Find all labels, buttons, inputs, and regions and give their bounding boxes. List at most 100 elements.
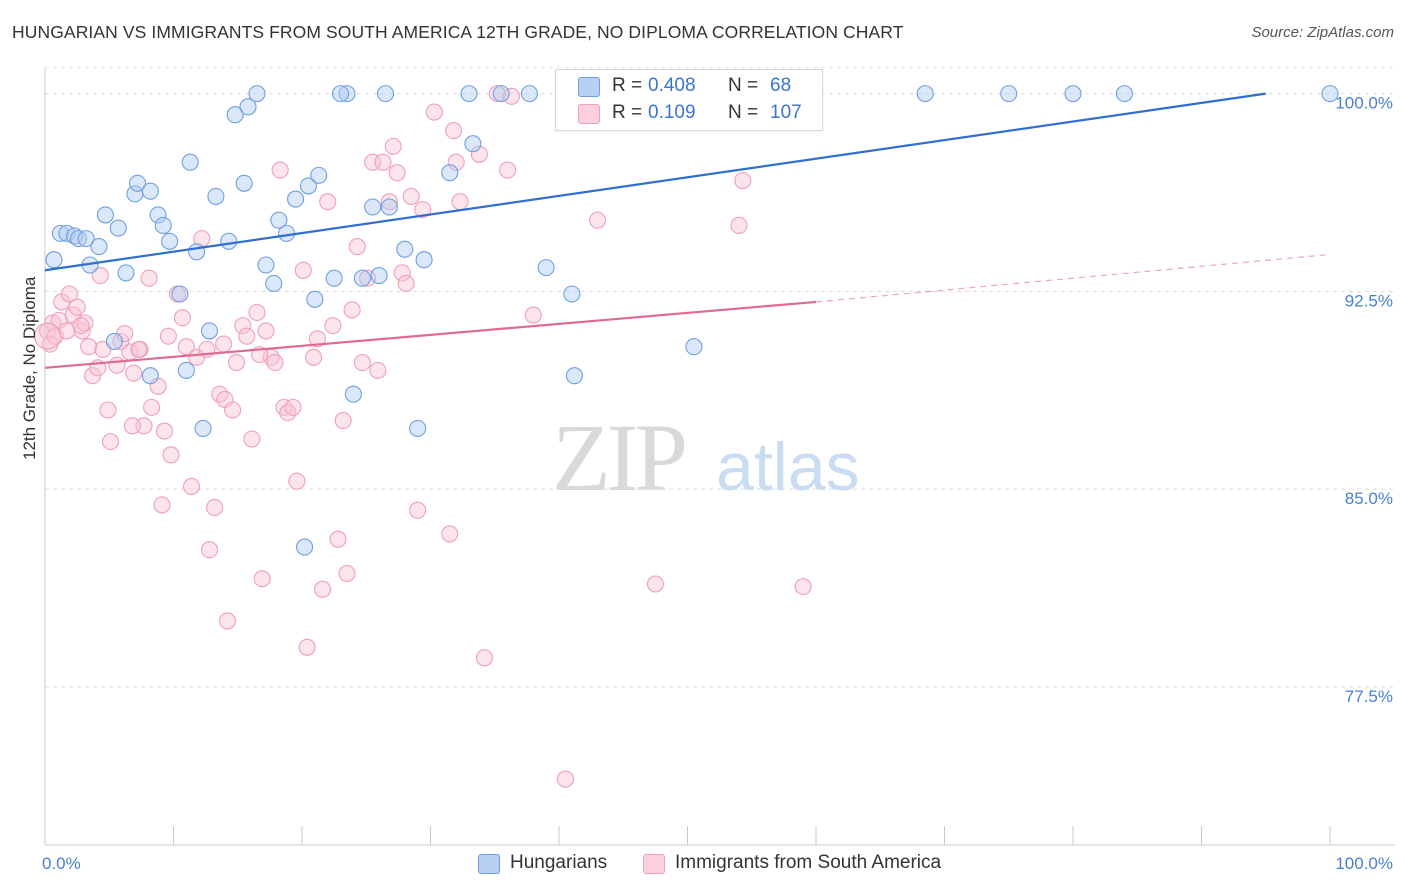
data-point-immigrants	[155, 422, 174, 440]
data-point-hungarians	[310, 166, 328, 184]
data-point-hungarians	[220, 232, 238, 250]
legend-swatch-pink	[578, 104, 600, 124]
watermark-zip: ZIP	[552, 404, 685, 511]
legend-label: Hungarians	[510, 852, 608, 873]
data-point-hungarians	[51, 224, 69, 242]
trend-line-immigrants	[44, 300, 817, 369]
data-point-immigrants	[101, 433, 120, 451]
data-point-immigrants	[730, 216, 748, 235]
watermark-atlas: atlas	[716, 429, 860, 505]
data-point-hungarians	[270, 211, 288, 229]
data-point-hungarians	[105, 332, 123, 351]
data-point-immigrants	[80, 338, 98, 356]
data-point-hungarians	[565, 367, 583, 385]
data-point-immigrants	[588, 211, 607, 229]
data-point-hungarians	[149, 206, 167, 224]
data-point-hungarians	[520, 85, 538, 103]
data-point-immigrants	[393, 264, 411, 282]
data-point-hungarians	[916, 85, 934, 103]
data-point-immigrants	[338, 564, 356, 583]
data-point-hungarians	[1064, 85, 1082, 103]
n-label: N =	[728, 102, 759, 123]
data-point-immigrants	[794, 578, 812, 596]
data-point-hungarians	[77, 230, 95, 248]
data-point-hungarians	[90, 237, 108, 256]
trend-line-immigrants-extension	[815, 253, 1331, 303]
data-point-immigrants	[388, 164, 406, 182]
chart-title: HUNGARIAN VS IMMIGRANTS FROM SOUTH AMERI…	[12, 22, 904, 42]
data-point-immigrants	[397, 274, 415, 293]
data-point-immigrants	[502, 87, 521, 105]
data-point-hungarians	[380, 198, 398, 216]
data-point-hungarians	[117, 264, 135, 282]
data-point-hungarians	[239, 98, 257, 116]
axes	[44, 68, 1395, 846]
n-value: 68	[770, 75, 792, 96]
data-point-immigrants	[294, 261, 312, 279]
data-point-immigrants	[91, 266, 109, 285]
data-point-immigrants	[68, 298, 86, 316]
data-point-hungarians	[415, 251, 433, 269]
watermark: ZIP atlas	[552, 404, 860, 511]
data-point-immigrants	[99, 401, 117, 419]
data-point-immigrants	[162, 446, 180, 464]
data-point-hungarians	[248, 85, 266, 103]
data-point-hungarians	[563, 285, 581, 303]
x-tick-labels: 0.0% 100.0%	[42, 854, 1393, 873]
data-point-immigrants	[380, 193, 398, 211]
data-point-hungarians	[161, 232, 179, 250]
x-tick-label: 100.0%	[1335, 854, 1393, 873]
data-point-immigrants	[72, 317, 90, 335]
legend-swatch-pink	[643, 854, 665, 874]
source-label: Source: ZipAtlas.com	[1251, 24, 1394, 41]
data-point-hungarians	[200, 322, 219, 340]
data-point-immigrants	[206, 498, 224, 517]
data-point-immigrants	[524, 306, 542, 324]
data-point-hungarians	[306, 290, 324, 308]
stats-legend: R = 0.408 N = 68 R = 0.109 N = 107	[555, 69, 823, 131]
data-point-hungarians	[207, 187, 225, 206]
data-point-immigrants	[488, 85, 506, 103]
data-point-hungarians	[492, 85, 510, 103]
y-axis-label: 12th Grade, No Diploma	[20, 276, 39, 460]
data-point-hungarians	[45, 251, 63, 269]
data-point-hungarians	[364, 198, 382, 216]
data-point-hungarians	[464, 135, 482, 153]
data-point-hungarians	[128, 174, 147, 192]
data-point-hungarians	[537, 259, 555, 277]
data-point-immigrants	[475, 649, 494, 667]
data-point-immigrants	[135, 417, 153, 435]
data-point-immigrants	[414, 201, 432, 219]
data-point-immigrants	[425, 103, 443, 121]
data-point-immigrants	[364, 153, 382, 171]
n-label: N =	[728, 75, 759, 96]
data-point-immigrants	[279, 404, 297, 422]
data-point-hungarians	[287, 190, 305, 208]
data-point-hungarians	[278, 224, 296, 242]
data-point-hungarians	[265, 274, 283, 293]
n-value: 107	[770, 102, 802, 123]
data-point-immigrants	[402, 187, 420, 206]
series-hungarians-points	[45, 85, 1339, 556]
data-point-immigrants	[353, 353, 371, 372]
data-point-hungarians	[331, 85, 350, 103]
data-point-immigrants	[499, 161, 517, 179]
data-point-immigrants	[470, 145, 488, 163]
data-point-immigrants	[451, 193, 469, 211]
data-point-immigrants	[646, 575, 664, 593]
data-point-hungarians	[460, 85, 478, 103]
data-point-immigrants	[329, 530, 347, 548]
legend-label: Immigrants from South America	[675, 852, 942, 873]
data-point-immigrants	[288, 472, 306, 490]
data-point-immigrants	[238, 327, 256, 345]
data-point-immigrants	[445, 121, 463, 140]
data-point-immigrants	[243, 430, 261, 448]
data-point-immigrants	[218, 612, 237, 630]
data-point-immigrants	[266, 353, 284, 372]
data-point-immigrants	[319, 193, 337, 211]
data-point-immigrants	[409, 501, 427, 519]
data-point-immigrants	[182, 477, 201, 496]
data-point-immigrants	[200, 541, 219, 559]
series-immigrants-points	[34, 85, 812, 788]
